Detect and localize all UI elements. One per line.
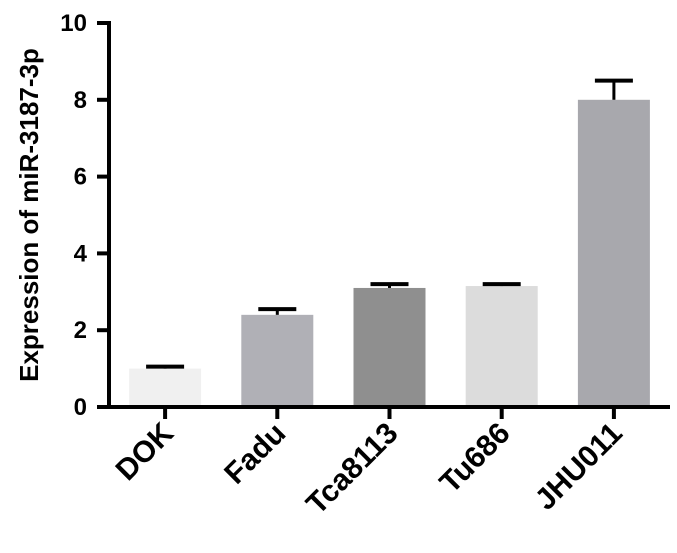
bar-dok — [129, 368, 202, 407]
x-tick-label-tu686: Tu686 — [434, 417, 517, 500]
y-ticks-layer: 0 2 4 6 8 10 — [60, 10, 109, 421]
y-tick-label: 4 — [74, 240, 88, 267]
y-tick-label: 0 — [74, 394, 87, 421]
y-tick-label: 10 — [60, 10, 87, 37]
y-tick-label: 8 — [74, 87, 87, 114]
x-tick-label-fadu: Fadu — [218, 417, 292, 491]
y-tick-label: 6 — [74, 164, 87, 191]
bar-fadu — [241, 314, 314, 407]
x-tick-label-jhu011: JHU011 — [529, 417, 629, 517]
bar-jhu011 — [577, 99, 650, 408]
y-tick-label: 2 — [74, 317, 87, 344]
x-tick-label-dok: DOK — [110, 416, 181, 487]
bar-tu686 — [465, 286, 538, 407]
bar-tca8113 — [353, 287, 426, 407]
x-tick-label-tca8113: Tca8113 — [300, 417, 404, 521]
bars-layer — [129, 99, 650, 408]
x-ticks-layer: DOK Fadu Tca8113 Tu686 JHU011 — [110, 407, 629, 521]
y-axis-label: Expression of miR-3187-3p — [14, 48, 44, 382]
error-bars-layer — [146, 78, 633, 369]
